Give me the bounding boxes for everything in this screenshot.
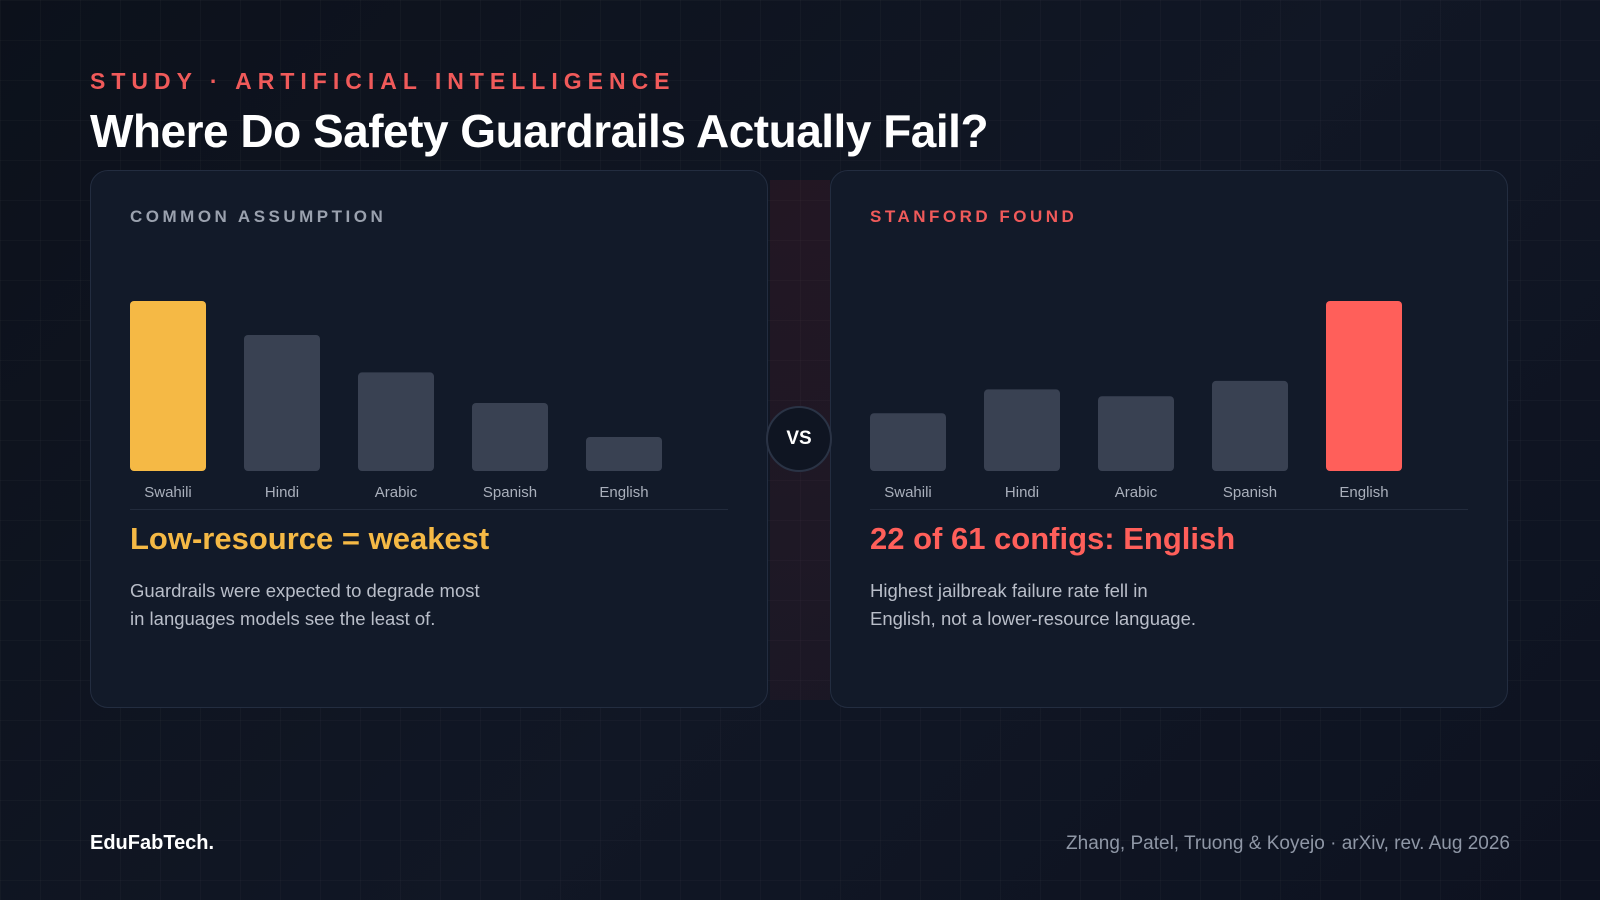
finding-label: STANFORD FOUND xyxy=(870,207,1078,226)
assumption-bar-arabic xyxy=(358,372,434,471)
assumption-description: Guardrails were expected to degrade most… xyxy=(130,577,550,633)
assumption-bar-chart: Swahili Hindi Arabic Spanish English xyxy=(130,301,662,501)
finding-divider xyxy=(870,509,1468,510)
finding-bar-english xyxy=(1326,301,1402,471)
assumption-tick-label-english: English xyxy=(599,484,648,501)
assumption-divider xyxy=(130,509,728,510)
finding-panel: STANFORD FOUND Swahili Hindi Arabic Spanish… xyxy=(830,170,1508,708)
finding-bar-spanish xyxy=(1212,380,1288,471)
assumption-bar-english xyxy=(586,437,662,471)
assumption-headline: Low-resource = weakest xyxy=(130,521,490,556)
finding-tick-label-swahili: Swahili xyxy=(884,484,932,501)
assumption-tick-label-arabic: Arabic xyxy=(375,484,418,501)
finding-bar-hindi xyxy=(984,389,1060,471)
assumption-panel: COMMON ASSUMPTION Swahili Hindi Arabic Span… xyxy=(90,170,768,708)
assumption-bar-spanish xyxy=(472,403,548,471)
finding-headline: 22 of 61 configs: English xyxy=(870,521,1236,556)
assumption-bar-hindi xyxy=(244,335,320,471)
assumption-bar-swahili xyxy=(130,301,206,471)
finding-tick-label-english: English xyxy=(1339,484,1388,501)
finding-bar-arabic xyxy=(1098,396,1174,471)
finding-tick-label-hindi: Hindi xyxy=(1005,484,1039,501)
vs-badge: VS xyxy=(766,406,832,472)
assumption-description-line-2: in languages models see the least of. xyxy=(130,608,436,629)
finding-description-line-2: English, not a lower-resource language. xyxy=(870,608,1196,629)
finding-tick-label-spanish: Spanish xyxy=(1223,484,1277,501)
assumption-chart: Swahili Hindi Arabic Spanish English xyxy=(130,281,730,506)
assumption-tick-label-hindi: Hindi xyxy=(265,484,299,501)
assumption-tick-label-swahili: Swahili xyxy=(144,484,192,501)
finding-bar-chart: Swahili Hindi Arabic Spanish English xyxy=(870,301,1402,501)
finding-tick-label-arabic: Arabic xyxy=(1115,484,1158,501)
assumption-description-line-1: Guardrails were expected to degrade most xyxy=(130,580,480,601)
assumption-tick-label-spanish: Spanish xyxy=(483,484,537,501)
eyebrow-label: STUDY · ARTIFICIAL INTELLIGENCE xyxy=(90,68,676,94)
page-title: Where Do Safety Guardrails Actually Fail… xyxy=(90,105,989,157)
finding-description: Highest jailbreak failure rate fell in E… xyxy=(870,577,1290,633)
finding-description-line-1: Highest jailbreak failure rate fell in xyxy=(870,580,1148,601)
finding-chart: Swahili Hindi Arabic Spanish English xyxy=(870,281,1470,506)
source-citation: Zhang, Patel, Truong & Koyejo · arXiv, r… xyxy=(1066,833,1510,854)
finding-bar-swahili xyxy=(870,413,946,471)
brand-logo-text: EduFabTech. xyxy=(90,832,215,854)
assumption-label: COMMON ASSUMPTION xyxy=(130,207,387,226)
